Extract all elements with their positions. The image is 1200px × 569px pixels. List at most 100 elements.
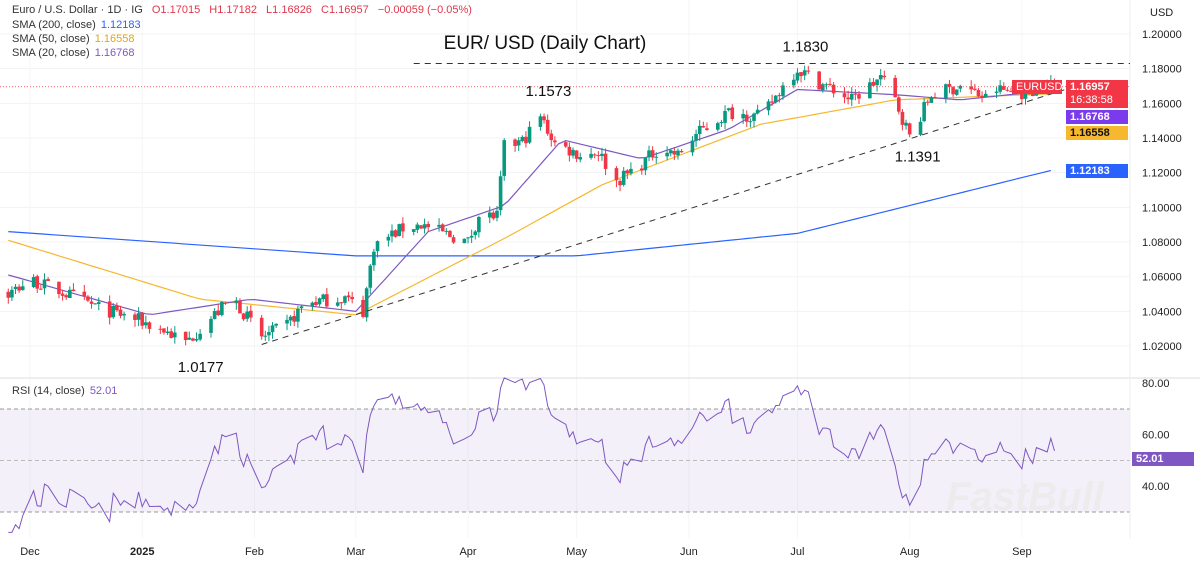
candle-body (538, 116, 543, 127)
ohlc-low: L1.16826 (266, 4, 312, 16)
candle-body (419, 225, 423, 229)
grid (0, 33, 1130, 347)
watermark-logo: FastBull (946, 475, 1105, 519)
candle-body (6, 291, 11, 298)
candle-body (477, 217, 481, 233)
candle-body (665, 152, 669, 157)
axes: 1.20000 1.18000 1.16000 1.14000 1.12000 1.100… (20, 29, 1182, 558)
candle-body (296, 308, 300, 322)
candles (6, 65, 1057, 346)
candle-body (321, 294, 326, 300)
bar-countdown: 16:38:58 (1070, 94, 1113, 106)
candle-body (292, 316, 297, 322)
rsi-tick-label: 60.00 (1142, 430, 1170, 442)
candle-body (451, 237, 456, 243)
candle-body (368, 265, 373, 288)
sma50-legend[interactable]: SMA (50, close) 1.16558 (10, 33, 134, 45)
candle-body (795, 72, 800, 81)
candle-body (730, 107, 735, 119)
candle-body (147, 322, 152, 329)
candle-body (375, 241, 380, 252)
candle-body (234, 300, 239, 303)
candle-body (904, 122, 908, 126)
candle-body (621, 170, 626, 185)
candle-body (647, 150, 651, 158)
candle-body (173, 332, 177, 338)
candle-body (672, 150, 677, 155)
x-tick-label: Aug (900, 546, 920, 558)
candle-body (361, 299, 365, 317)
candle-body (144, 322, 148, 326)
sma20-label: SMA (20, close) (12, 47, 90, 59)
candle-body (947, 83, 952, 87)
candle-body (679, 150, 684, 153)
candle-body (705, 128, 709, 130)
candle-body (969, 86, 973, 90)
rsi-legend[interactable]: RSI (14, close) 52.01 (10, 385, 117, 397)
candle-body (542, 116, 546, 121)
x-tick-label: May (566, 546, 587, 558)
candle-body (133, 314, 137, 320)
candle-body (440, 224, 445, 232)
candle-body (20, 286, 25, 291)
sma200-tag: 1.12183 (1066, 164, 1128, 178)
rsi-tick-label: 80.00 (1142, 378, 1170, 390)
candle-body (954, 89, 959, 95)
candle-body (165, 331, 170, 334)
candle-body (466, 237, 470, 239)
candle-body (111, 306, 116, 318)
candle-body (216, 310, 221, 316)
symbol-name: Euro / U.S. Dollar · 1D · IG (12, 4, 143, 16)
candle-body (339, 302, 344, 304)
candle-body (35, 276, 40, 289)
candle-body (799, 72, 803, 77)
candle-body (744, 114, 749, 122)
candle-body (299, 306, 304, 309)
candle-body (527, 126, 532, 143)
candle-body (444, 230, 449, 232)
candle-body (690, 140, 695, 153)
candle-body (415, 224, 420, 230)
candle-body (462, 238, 467, 244)
sma20-line (8, 88, 1051, 315)
sma-lines (8, 88, 1051, 316)
candle-body (824, 84, 829, 86)
candle-body (245, 311, 249, 319)
candle-body (411, 229, 416, 232)
sma200-value: 1.12183 (100, 19, 141, 31)
sma200-legend[interactable]: SMA (200, close) 1.12183 (10, 19, 141, 31)
candle-body (625, 170, 630, 174)
y-tick-label: 1.18000 (1142, 64, 1182, 76)
candle-body (752, 113, 756, 121)
candle-body (39, 288, 43, 290)
candle-body (639, 168, 644, 171)
x-tick-label: 2025 (130, 546, 154, 558)
candle-body (918, 121, 923, 135)
candle-body (82, 291, 87, 297)
candle-body (498, 176, 503, 211)
candle-body (259, 317, 264, 337)
sma20-legend[interactable]: SMA (20, close) 1.16768 (10, 47, 134, 59)
candle-body (194, 338, 199, 341)
candle-body (335, 302, 340, 306)
candle-body (285, 319, 289, 324)
candle-body (893, 77, 897, 98)
candle-body (817, 71, 821, 90)
candle-body (372, 251, 376, 266)
last-price-tag: 1.16957 16:38:58 (1066, 80, 1128, 108)
ohlc-high: H1.17182 (209, 4, 257, 16)
candle-body (158, 328, 163, 330)
symbol-legend: Euro / U.S. Dollar · 1D · IG O1.17015 H1… (10, 4, 472, 16)
candle-body (596, 155, 601, 157)
ohlc-close: C1.16957 (321, 4, 369, 16)
candle-body (802, 70, 807, 76)
candle-body (567, 146, 572, 156)
ohlc-change: −0.00059 (−0.05%) (377, 4, 472, 16)
candle-body (925, 101, 930, 103)
candle-body (980, 95, 984, 98)
candle-body (136, 313, 141, 320)
candle-body (393, 230, 398, 237)
candle-body (93, 303, 97, 305)
candle-body (310, 302, 315, 307)
